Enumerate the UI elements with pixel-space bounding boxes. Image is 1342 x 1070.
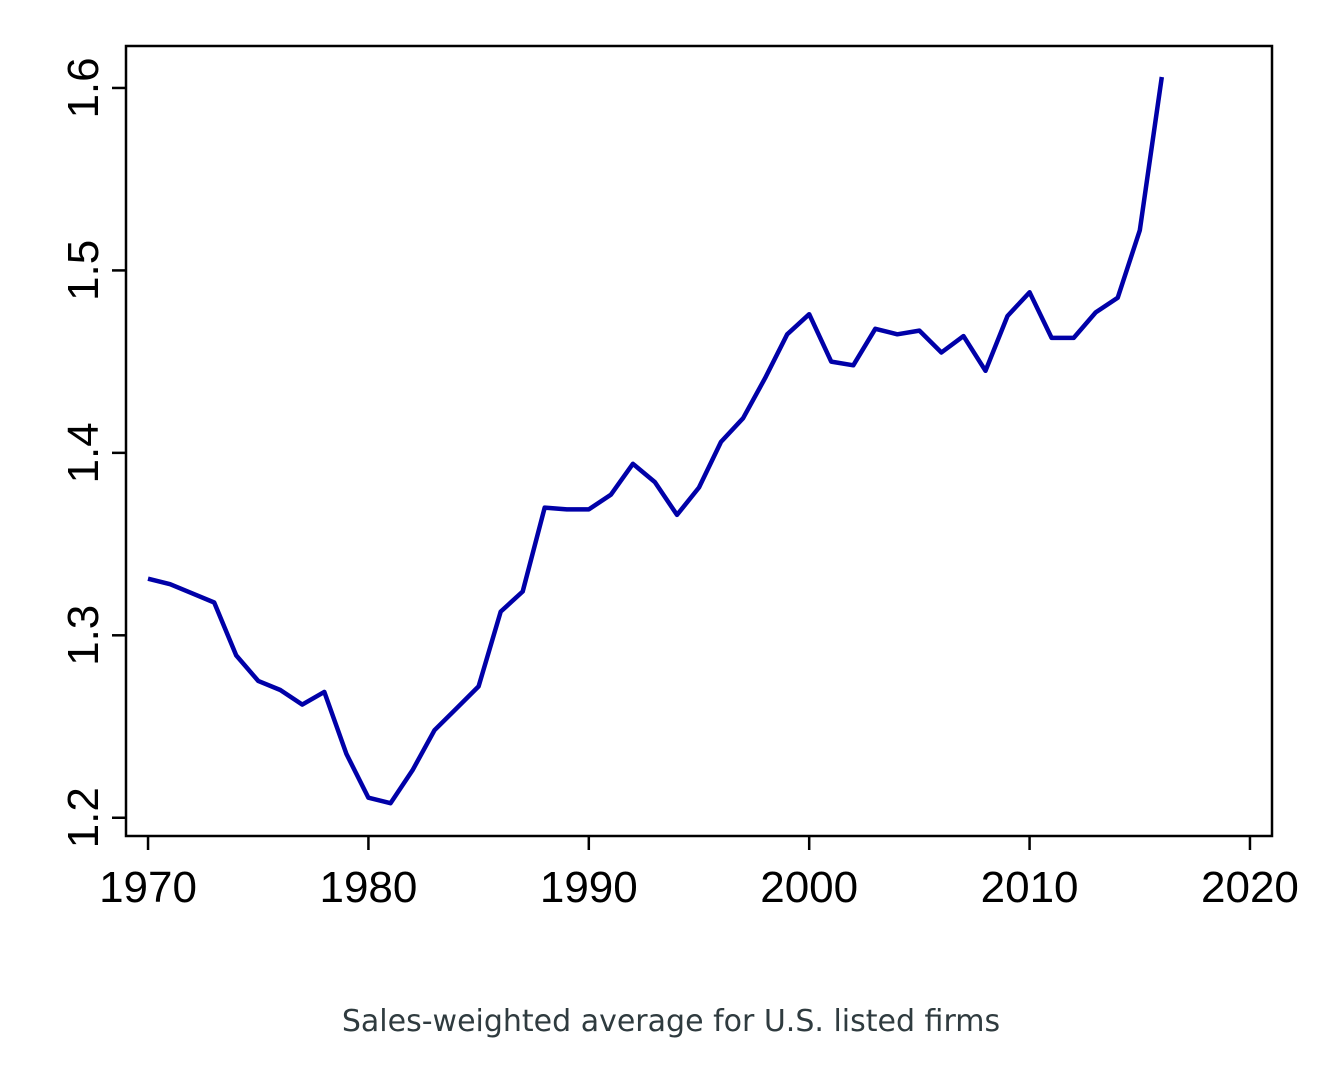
series-line — [147, 76, 1165, 806]
y-tick-label: 1.5 — [59, 240, 108, 301]
x-tick-label: 2020 — [1201, 863, 1299, 912]
chart-caption: Sales-weighted average for U.S. listed f… — [341, 1004, 1001, 1039]
y-tick-label: 1.2 — [59, 787, 108, 848]
y-tick-label: 1.4 — [59, 422, 108, 483]
x-axis: 1970 1980 1990 2000 2010 2020 — [99, 836, 1299, 912]
y-tick-label: 1.3 — [59, 605, 108, 666]
x-tick-label: 2010 — [981, 863, 1079, 912]
y-axis: 1.2 1.3 1.4 1.5 1.6 — [59, 57, 126, 848]
y-tick-label: 1.6 — [59, 57, 108, 118]
x-tick-label: 1990 — [540, 863, 638, 912]
x-tick-label: 1970 — [99, 863, 197, 912]
x-tick-label: 1980 — [319, 863, 417, 912]
x-tick-label: 2000 — [760, 863, 858, 912]
plot-frame — [124, 44, 1274, 838]
